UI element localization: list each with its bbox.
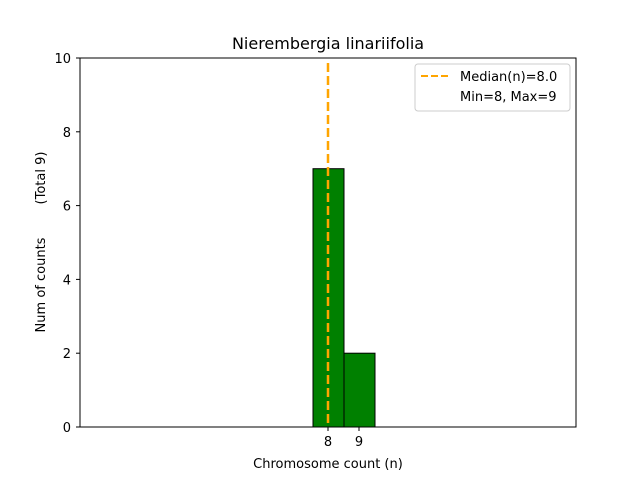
y-axis-total-label: (Total 9) — [34, 152, 49, 205]
x-axis-label: Chromosome count (n) — [253, 457, 403, 472]
x-tick-label-9: 9 — [355, 435, 363, 450]
y-tick-label-4: 4 — [63, 273, 71, 288]
y-tick-label-10: 10 — [54, 52, 71, 67]
y-tick-label-0: 0 — [63, 421, 71, 436]
x-tick-label-8: 8 — [324, 435, 332, 450]
bars-group — [80, 168, 468, 428]
legend-entry-median: Median(n)=8.0 — [460, 70, 557, 85]
y-axis-label: Num of counts — [34, 237, 49, 332]
y-tick-label-2: 2 — [63, 347, 71, 362]
y-tick-label-6: 6 — [63, 200, 71, 215]
legend-entry-minmax: Min=8, Max=9 — [460, 90, 557, 105]
plot-frame — [79, 57, 577, 428]
chart-title: Nierembergia linariifolia — [232, 34, 424, 53]
y-tick-label-8: 8 — [63, 126, 71, 141]
legend-box — [414, 63, 571, 112]
legend: Median(n)=8.0 Min=8, Max=9 — [414, 63, 571, 112]
y-axis-ticks: 0 2 4 6 8 10 — [54, 52, 80, 436]
bar-9 — [343, 352, 376, 428]
